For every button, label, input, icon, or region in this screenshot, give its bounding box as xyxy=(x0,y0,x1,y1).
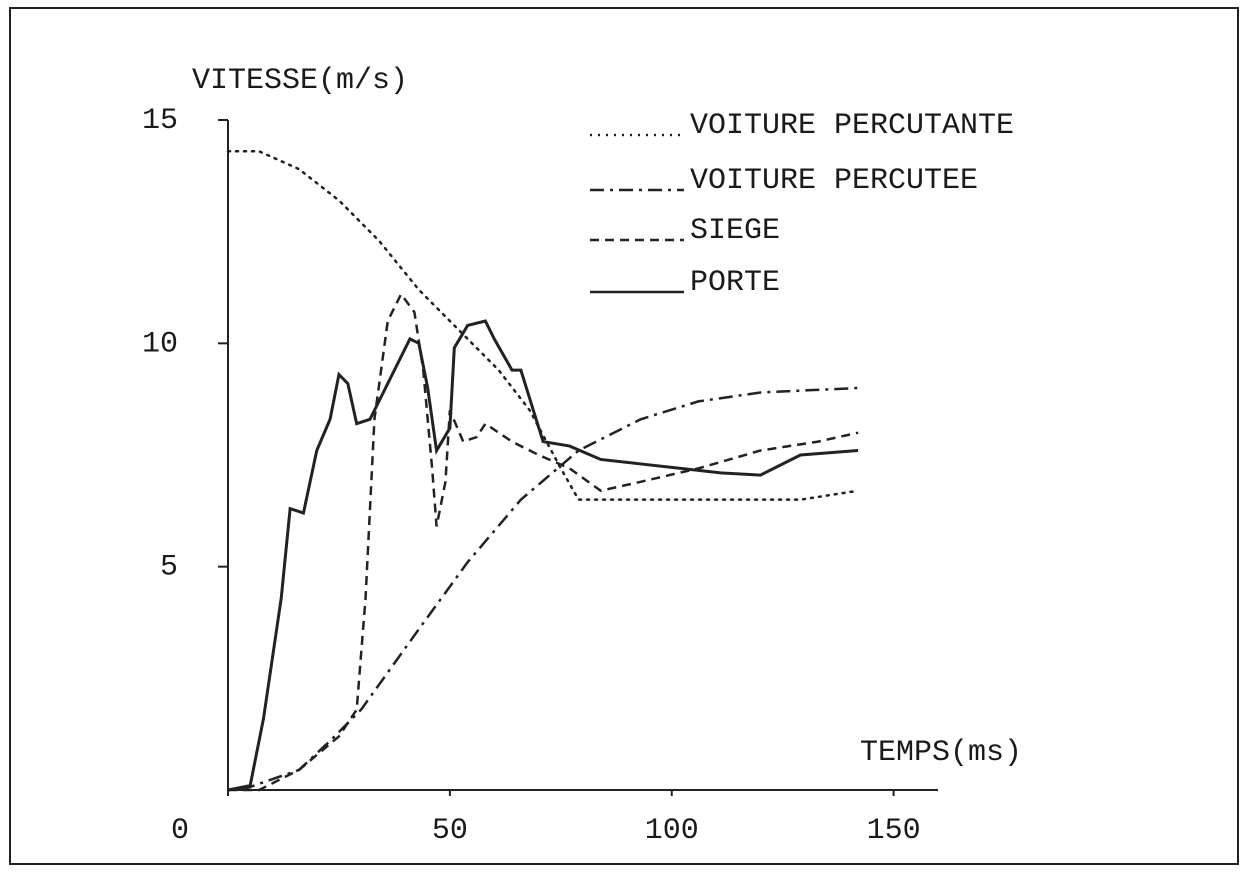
x-axis-label: TEMPS(ms) xyxy=(860,736,1022,770)
legend-label: VOITURE PERCUTEE xyxy=(690,164,978,198)
y-tick-label: 15 xyxy=(142,104,178,138)
series-line xyxy=(227,319,859,792)
series-line xyxy=(240,386,859,792)
y-tick-label: 10 xyxy=(142,327,178,361)
y-axis-label: VITESSE(m/s) xyxy=(192,64,408,98)
x-tick-label: 50 xyxy=(432,814,468,848)
x-tick-label: 0 xyxy=(171,814,189,848)
legend-label: SIEGE xyxy=(690,214,780,248)
x-tick-label: 150 xyxy=(867,814,921,848)
series-line xyxy=(228,291,859,792)
legend-label: PORTE xyxy=(690,266,780,300)
x-tick-label: 100 xyxy=(645,814,699,848)
series-line xyxy=(226,150,860,501)
y-tick-label: 5 xyxy=(160,551,178,585)
legend-label: VOITURE PERCUTANTE xyxy=(690,109,1014,143)
frame xyxy=(9,7,1239,865)
